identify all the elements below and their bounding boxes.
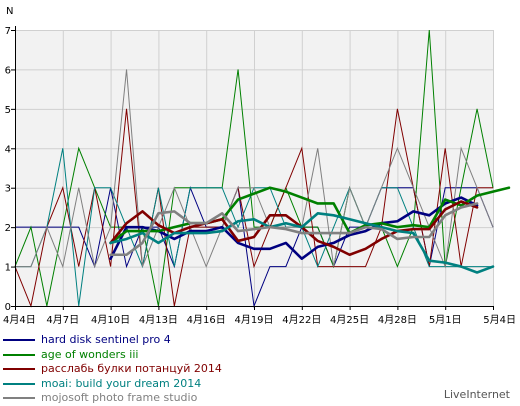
legend-swatch (3, 353, 35, 356)
series-line-5 (15, 69, 494, 269)
x-tick-label: 4月7日 (46, 314, 79, 326)
series-trend-3 (109, 200, 479, 257)
brand-label[interactable]: LiveInternet (443, 388, 510, 401)
series-trend-5 (109, 202, 479, 257)
legend-item: hard disk sentinel pro 4 (0, 333, 330, 348)
x-tick-label: 4月10日 (91, 314, 130, 326)
axes (11, 26, 494, 310)
x-tick-label: 5月1日 (429, 314, 462, 326)
tick-labels: 4月4日 4月7日 4月10日 4月13日 4月16日 4月19日 4月22日 4月25日 4月… (3, 6, 516, 326)
y-tick-label: 7 (5, 26, 11, 37)
series-trend-2 (109, 186, 511, 245)
legend-swatch (3, 368, 35, 370)
x-tick-label: 5月4日 (483, 314, 516, 326)
legend-swatch (3, 339, 35, 341)
x-tick-label: 4月25日 (330, 314, 369, 326)
series-trend-4 (109, 212, 495, 274)
y-tick-label: 2 (5, 223, 11, 234)
x-tick-label: 4月13日 (139, 314, 178, 326)
legend-label: age of wonders iii (41, 347, 139, 361)
legend-swatch (3, 382, 35, 385)
legend-item: расслабь булки потанцуй 2014 (0, 362, 330, 377)
x-tick-label: 4月4日 (3, 314, 36, 326)
y-tick-label: 4 (5, 144, 11, 155)
legend-label: mojosoft photo frame studio (41, 391, 198, 404)
legend-label: расслабь булки потанцуй 2014 (41, 362, 222, 375)
series-layer (14, 29, 511, 308)
y-tick-label: 3 (5, 184, 11, 195)
legend-item: mojosoft photo frame studio (0, 391, 330, 406)
y-tick-label: 0 (5, 302, 11, 313)
legend-swatch (3, 397, 35, 399)
legend-label: hard disk sentinel pro 4 (41, 333, 171, 346)
x-tick-label: 4月16日 (187, 314, 226, 326)
x-tick-label: 4月22日 (282, 314, 321, 326)
legend-item: moai: build your dream 2014 (0, 377, 330, 392)
legend: hard disk sentinel pro 4 age of wonders … (0, 333, 330, 406)
legend-label: moai: build your dream 2014 (41, 376, 202, 390)
y-tick-label: 1 (5, 263, 11, 274)
y-tick-label: 6 (5, 65, 11, 76)
legend-item: age of wonders iii (0, 348, 330, 363)
y-tick-label: 5 (5, 105, 11, 116)
series-trend-1 (109, 196, 479, 260)
x-tick-label: 4月28日 (378, 314, 417, 326)
x-tick-label: 4月19日 (234, 314, 273, 326)
y-axis-label: N (6, 6, 13, 17)
